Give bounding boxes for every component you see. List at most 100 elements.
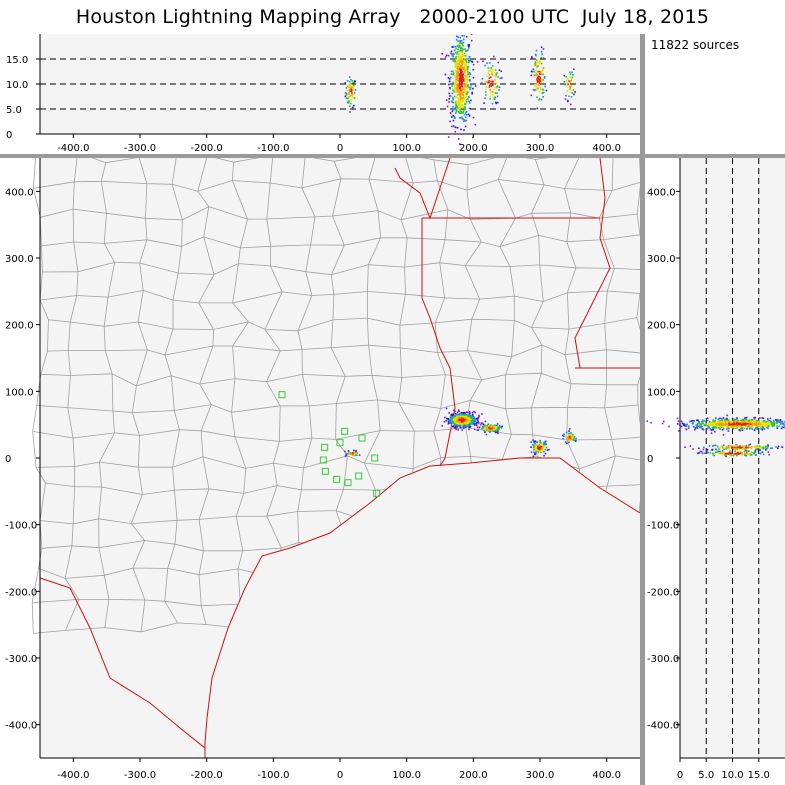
source-point: [765, 449, 767, 451]
source-point: [450, 70, 453, 73]
source-point: [462, 95, 465, 98]
source-point: [448, 92, 451, 95]
source-point: [746, 446, 749, 449]
source-point: [572, 74, 574, 76]
source-point: [759, 452, 762, 455]
source-point: [773, 421, 775, 423]
source-point: [763, 424, 765, 427]
source-point: [355, 449, 357, 452]
source-point: [727, 419, 730, 421]
source-point: [351, 106, 354, 109]
source-point: [458, 91, 461, 94]
source-point: [538, 98, 541, 100]
y-tick-label: 100.0: [5, 387, 34, 398]
source-point: [465, 59, 467, 61]
source-point: [540, 445, 542, 448]
source-point: [455, 70, 457, 73]
source-point: [738, 424, 740, 427]
source-point: [722, 423, 724, 425]
source-point: [491, 84, 494, 86]
source-point: [763, 421, 765, 423]
source-point: [458, 90, 461, 92]
source-point: [745, 422, 748, 425]
source-point: [452, 97, 454, 100]
source-point: [460, 48, 463, 50]
source-point: [461, 88, 464, 91]
altitude-vs-east-west-panel: -400.0 -300.0 -200.0 -100.0 0 100.0 200.0 300.0…: [0, 34, 640, 154]
source-point: [737, 446, 739, 448]
source-count: 11822 sources: [651, 38, 740, 52]
source-point: [715, 424, 718, 427]
source-point: [752, 423, 755, 425]
source-point: [462, 104, 465, 107]
source-point: [538, 61, 540, 64]
source-point: [453, 49, 456, 52]
source-point: [456, 53, 458, 55]
source-point: [455, 101, 457, 104]
source-point: [685, 428, 688, 430]
source-point: [455, 416, 457, 418]
source-point: [723, 452, 725, 455]
source-point: [565, 94, 567, 97]
source-point: [463, 425, 465, 427]
source-point: [462, 73, 464, 76]
source-point: [737, 445, 740, 447]
source-point: [737, 451, 740, 453]
red-river-boundary: [394, 158, 451, 220]
y-tick-label: -300.0: [5, 654, 37, 665]
source-point: [745, 444, 748, 447]
source-point: [530, 446, 532, 448]
source-point: [452, 101, 455, 104]
source-point: [458, 421, 461, 424]
source-point: [469, 415, 472, 418]
y-tick-label: 200.0: [647, 321, 676, 332]
source-point: [762, 422, 764, 424]
source-point: [756, 420, 758, 422]
source-point: [455, 105, 457, 108]
source-point: [540, 46, 543, 49]
station-marker: [321, 443, 329, 451]
source-point: [460, 80, 462, 82]
source-point: [355, 451, 357, 453]
source-point: [352, 93, 355, 95]
station-marker: [278, 391, 286, 399]
source-point: [458, 105, 461, 108]
source-point: [732, 445, 734, 448]
source-point: [539, 77, 542, 79]
source-point: [532, 455, 535, 458]
source-point: [734, 446, 737, 449]
source-point: [718, 447, 721, 450]
source-point: [462, 94, 465, 97]
source-point: [676, 417, 679, 420]
source-point: [715, 427, 718, 429]
source-point: [488, 77, 491, 79]
source-point: [457, 425, 460, 427]
source-point: [463, 129, 465, 131]
source-point: [745, 419, 748, 421]
source-point: [468, 413, 471, 416]
source-point: [465, 82, 467, 85]
source-point: [732, 421, 734, 423]
source-point: [712, 453, 715, 456]
source-point: [539, 70, 541, 73]
source-point: [350, 102, 352, 105]
source-point: [735, 426, 737, 428]
source-point: [570, 434, 572, 437]
source-point: [563, 74, 566, 77]
source-point: [539, 60, 541, 62]
source-point: [469, 73, 472, 76]
source-point: [756, 447, 759, 450]
source-point: [736, 427, 738, 429]
source-point: [538, 99, 540, 101]
source-point: [771, 422, 774, 424]
x-tick-label: 0: [337, 143, 343, 154]
source-point: [468, 47, 470, 49]
source-point: [716, 445, 719, 448]
source-point: [474, 85, 477, 87]
source-point: [740, 427, 742, 430]
source-point: [767, 444, 769, 446]
source-point: [462, 41, 465, 44]
source-point: [457, 40, 460, 42]
source-point: [349, 83, 351, 86]
source-point: [356, 452, 359, 454]
